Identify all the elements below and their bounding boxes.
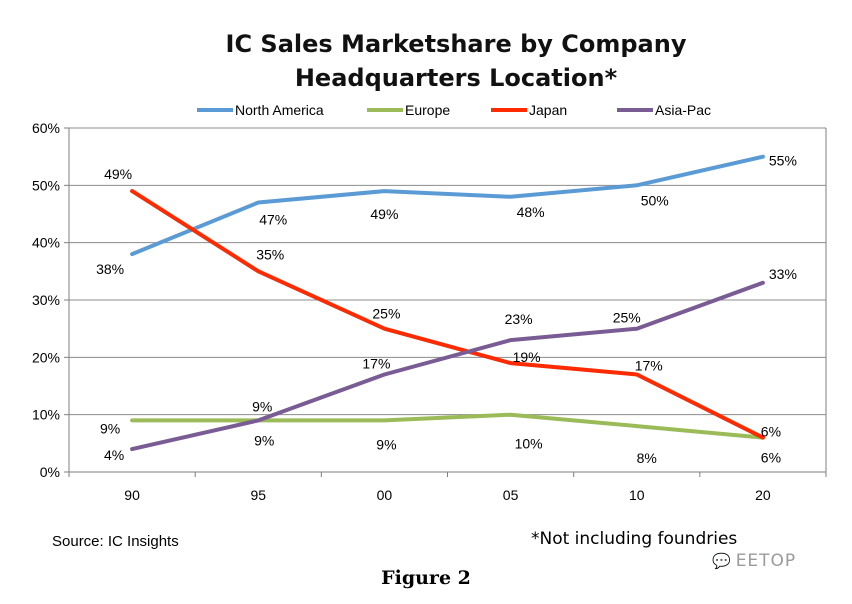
- legend-label: Japan: [529, 102, 567, 118]
- data-label: 50%: [641, 192, 669, 208]
- data-label: 35%: [256, 246, 284, 262]
- chart-title-line1: IC Sales Marketshare by Company: [226, 30, 687, 58]
- y-tick-label: 10%: [32, 407, 60, 423]
- x-tick-label: 00: [377, 487, 393, 503]
- y-tick-label: 0%: [40, 464, 60, 480]
- watermark: 💬 EETOP: [712, 551, 796, 571]
- data-label: 47%: [259, 212, 287, 228]
- series-line-japan: [130, 189, 765, 440]
- chat-bubble-icon: 💬: [712, 552, 732, 570]
- data-label: 49%: [370, 206, 398, 222]
- data-label: 17%: [362, 356, 390, 372]
- data-label: 9%: [252, 398, 272, 414]
- data-label: 10%: [515, 436, 543, 452]
- data-label: 49%: [104, 166, 132, 182]
- y-tick-label: 60%: [32, 120, 60, 136]
- data-label: 8%: [637, 450, 657, 466]
- series-line-europe: [130, 412, 765, 440]
- data-labels: 38% 47% 49% 48% 50% 55% 9% 9% 9% 10% 8% 6% 49% 35% 25%…: [96, 153, 797, 466]
- legend-label: Asia-Pac: [655, 102, 711, 118]
- data-label: 25%: [372, 306, 400, 322]
- x-tick-label: 10: [629, 487, 645, 503]
- data-label: 4%: [104, 447, 124, 463]
- data-label: 19%: [513, 349, 541, 365]
- data-label: 48%: [517, 204, 545, 220]
- data-label: 6%: [761, 450, 781, 466]
- x-tick-label: 95: [250, 487, 266, 503]
- x-tick-label: 20: [755, 487, 771, 503]
- y-axis-ticks: 0% 10% 20% 30% 40% 50% 60%: [32, 120, 69, 480]
- data-label: 25%: [613, 310, 641, 326]
- data-label: 6%: [761, 424, 781, 440]
- y-tick-label: 30%: [32, 292, 60, 308]
- data-label: 9%: [376, 436, 396, 452]
- data-label: 9%: [100, 420, 120, 436]
- y-tick-label: 20%: [32, 349, 60, 365]
- footnote: *Not including foundries: [531, 529, 738, 549]
- legend: North America Europe Japan Asia-Pac: [197, 102, 711, 118]
- legend-label: North America: [235, 102, 324, 118]
- y-tick-label: 40%: [32, 235, 60, 251]
- data-label: 23%: [505, 311, 533, 327]
- x-tick-label: 90: [124, 487, 140, 503]
- watermark-text: EETOP: [735, 551, 797, 571]
- x-tick-label: 05: [503, 487, 519, 503]
- series-line-asia-pac: [130, 280, 765, 452]
- legend-label: Europe: [405, 102, 450, 118]
- series-lines: [130, 154, 765, 452]
- data-label: 55%: [769, 153, 797, 169]
- source-note: Source: IC Insights: [52, 533, 179, 550]
- x-axis-ticks: 90 95 00 05 10 20: [68, 472, 827, 503]
- data-label: 33%: [769, 266, 797, 282]
- y-tick-label: 50%: [32, 177, 60, 193]
- chart-title-line2: Headquarters Location*: [295, 64, 618, 92]
- figure-caption: Figure 2: [381, 567, 471, 589]
- data-label: 38%: [96, 261, 124, 277]
- data-label: 9%: [254, 432, 274, 448]
- data-label: 17%: [635, 358, 663, 374]
- series-line-north-america: [130, 154, 765, 257]
